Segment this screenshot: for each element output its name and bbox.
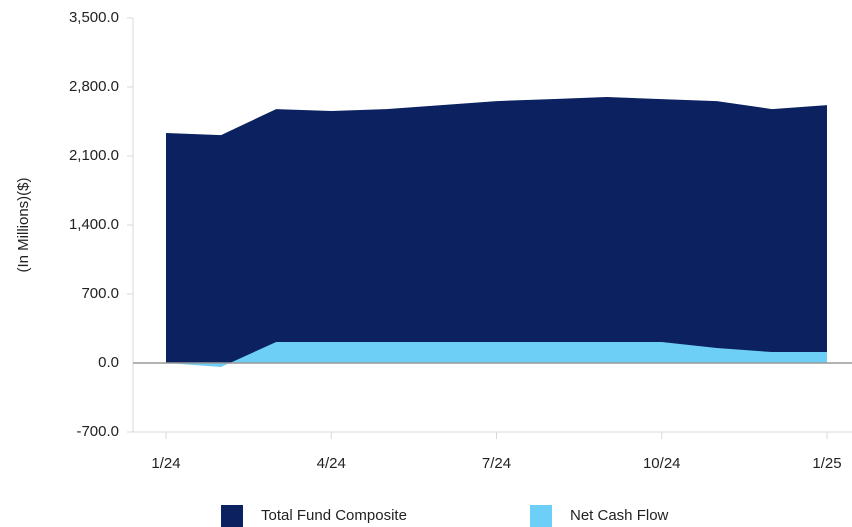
x-tick-label: 1/24 [151, 455, 180, 472]
x-tick-label: 7/24 [482, 455, 511, 472]
y-tick-label: 0.0 [98, 354, 119, 371]
legend-label: Net Cash Flow [570, 507, 669, 524]
y-tick-label: 2,100.0 [69, 147, 119, 164]
legend-label: Total Fund Composite [261, 507, 407, 524]
y-tick-label: -700.0 [76, 423, 119, 440]
area [166, 342, 827, 367]
x-tick-label: 1/25 [812, 455, 841, 472]
y-tick-label: 3,500.0 [69, 9, 119, 26]
legend-swatch [530, 505, 552, 527]
x-tick-label: 10/24 [643, 455, 681, 472]
y-tick-label: 700.0 [81, 285, 119, 302]
y-tick-label: 2,800.0 [69, 78, 119, 95]
y-tick-label: 1,400.0 [69, 216, 119, 233]
x-tick-label: 4/24 [317, 455, 346, 472]
area [166, 97, 827, 363]
y-axis-label: (In Millions)($) [15, 177, 32, 272]
legend-swatch [221, 505, 243, 527]
